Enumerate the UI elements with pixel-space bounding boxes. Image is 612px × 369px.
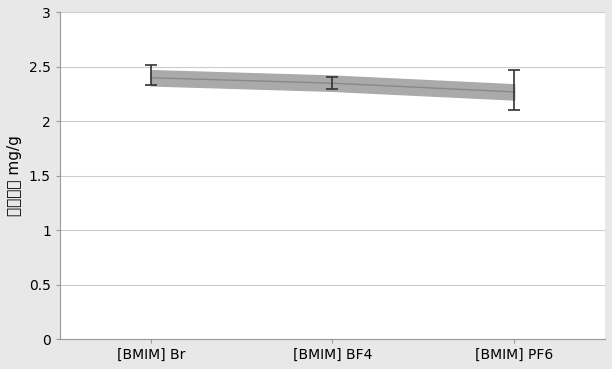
Y-axis label: 提取总量 mg/g: 提取总量 mg/g [7,135,22,216]
